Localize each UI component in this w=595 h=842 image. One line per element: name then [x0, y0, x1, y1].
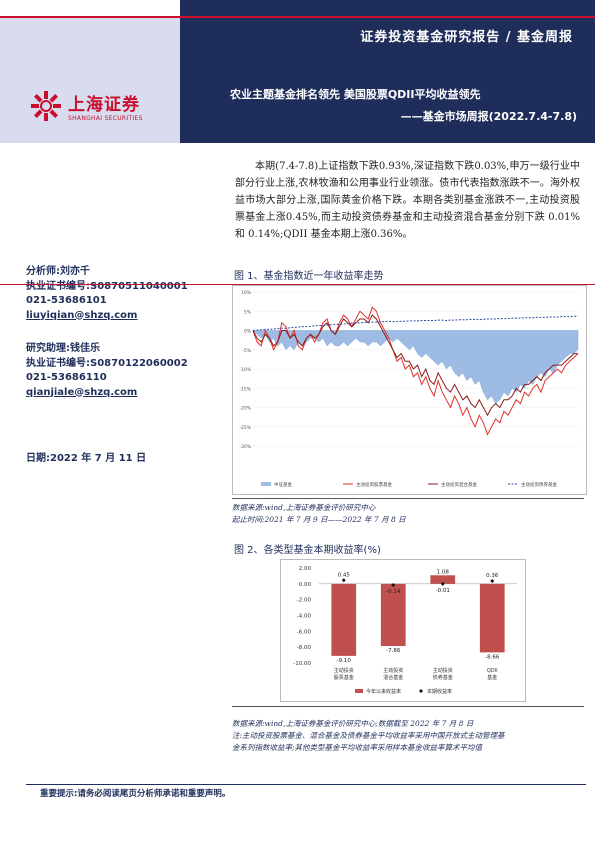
y-tick-label: 5% [244, 309, 252, 315]
y-tick-label: -5% [242, 348, 251, 354]
bar-value-label: -7.86 [386, 648, 401, 654]
report-type: 证券投资基金研究报告 / 基金周报 [360, 30, 573, 45]
y-tick-label: -10.00 [293, 661, 311, 667]
logo-text-en: SHANGHAI SECURITIES [68, 115, 143, 122]
y-tick-label: 2.00 [299, 566, 312, 572]
analyst-license: 执业证书编号:S0870511040001 [26, 280, 188, 292]
y-tick-label: -2.00 [297, 598, 312, 604]
footer-notice: 重要提示:请务必阅读尾页分析师承诺和重要声明。 [40, 789, 231, 799]
analyst-info: 分析师:刘亦千 执业证书编号:S0870511040001 021-536861… [26, 265, 188, 323]
legend-label: 中证基金 [274, 481, 292, 488]
bar [479, 583, 505, 653]
bar-value-label: 1.08 [437, 569, 450, 575]
category-label: 混合基金 [383, 674, 403, 681]
assistant-name: 研究助理:钱佳乐 [26, 343, 100, 354]
analyst-phone: 021-53686101 [26, 295, 107, 306]
header-band [150, 18, 595, 48]
assistant-email-link[interactable]: qianjiale@shzq.com [26, 386, 138, 398]
category-label: QDII [487, 668, 498, 674]
marker [341, 578, 346, 583]
legend-label: 主动投资股票基金 [356, 481, 392, 488]
y-tick-label: -20% [239, 406, 251, 412]
marker [440, 581, 445, 586]
logo-emblem-icon [31, 91, 61, 121]
figure-2-source: 数据来源:wind,上海证券基金评价研究中心;数据截至 2022 年 7 月 8… [232, 719, 474, 728]
figure-2-divider [232, 706, 584, 707]
y-tick-label: -6.00 [297, 629, 312, 635]
bar-chart-svg: 2.00 0.00 -2.00 -4.00 -6.00 -8.00 -10.00 -9.10 0… [293, 566, 517, 695]
section-red-line [0, 284, 595, 285]
category-label: 主动投资 [334, 667, 354, 674]
category-label: 基金 [487, 674, 497, 681]
report-date: 日期:2022 年 7 月 11 日 [26, 453, 147, 464]
figure-2-notes: 数据来源:wind,上海证券基金评价研究中心;数据截至 2022 年 7 月 8… [232, 718, 584, 754]
category-label: 主动投资 [383, 667, 403, 674]
figure-1-divider [232, 498, 584, 499]
figure-2-title: 图 2、各类型基金本期收益率(%) [234, 545, 381, 556]
bar [430, 575, 456, 584]
analyst-email-link[interactable]: liuyiqian@shzq.com [26, 309, 138, 321]
y-tick-label: 10% [241, 290, 252, 296]
category-label: 主动投资 [433, 667, 453, 674]
header-red-line [0, 16, 595, 18]
marker-value-label: 0.36 [486, 573, 499, 579]
marker [490, 578, 495, 583]
legend-swatch [419, 689, 423, 693]
figure-1-chart: 10% 5% 0% -5% -10% -15% -20% -25% -30% 中证基金 主动投资股票… [232, 285, 587, 495]
assistant-info: 研究助理:钱佳乐 执业证书编号:S0870122060002 021-53686… [26, 342, 188, 400]
category-label: 债券基金 [433, 674, 453, 681]
title-band [180, 48, 595, 143]
y-tick-label: -25% [239, 425, 251, 431]
series-line [252, 315, 578, 331]
assistant-license: 执业证书编号:S0870122060002 [26, 357, 188, 369]
bar [380, 583, 406, 647]
figure-1-source: 数据来源:wind,上海证券基金评价研究中心 [232, 503, 376, 512]
summary-paragraph: 本期(7.4-7.8)上证指数下跌0.93%,深证指数下跌0.03%,申万一级行… [235, 161, 580, 240]
y-tick-label: -15% [239, 386, 251, 392]
y-tick-label: -4.00 [297, 614, 312, 620]
legend-label: 今年以来收益率 [366, 688, 401, 695]
bar-value-label: -9.10 [337, 658, 352, 664]
figure-1-period: 起止时间:2021 年 7 月 9 日——2022 年 7 月 8 日 [232, 515, 406, 524]
y-tick-label: -30% [239, 444, 251, 450]
logo-text-cn: 上海证券 [68, 95, 140, 115]
legend-swatch [355, 689, 363, 693]
figure-2-note-2: 金系列指数收益率;其他类型基金平均收益率采用样本基金收益率算术平均值 [232, 743, 483, 752]
y-tick-label: 0% [244, 329, 252, 335]
footer-line [26, 784, 586, 785]
marker [391, 582, 396, 587]
y-tick-label: 0.00 [299, 582, 312, 588]
series-line [252, 314, 578, 417]
legend-label: 主动投资债券基金 [521, 481, 557, 488]
logo-panel [0, 18, 180, 143]
header-top-bar [180, 0, 595, 16]
line-chart-svg: 10% 5% 0% -5% -10% -15% -20% -25% -30% 中证基金 主动投资股票… [239, 290, 579, 488]
marker-value-label: -0.14 [386, 589, 401, 595]
legend-swatch [261, 482, 271, 486]
report-subtitle: ——基金市场周报(2022.7.4-7.8) [400, 110, 577, 123]
legend-label: 本期收益率 [427, 688, 452, 695]
y-tick-label: -8.00 [297, 645, 312, 651]
y-tick-label: -10% [239, 367, 251, 373]
figure-2-note-1: 注:主动投资股票基金、混合基金及债券基金平均收益率采用中国开放式主动管理基 [232, 731, 505, 740]
figure-1-title: 图 1、基金指数近一年收益率走势 [234, 271, 384, 282]
category-label: 股票基金 [334, 674, 354, 681]
report-title: 农业主题基金排名领先 美国股票QDII平均收益领先 [230, 88, 481, 101]
marker-value-label: 0.45 [338, 572, 351, 578]
analyst-name: 分析师:刘亦千 [26, 266, 90, 277]
bar [331, 583, 357, 656]
legend-label: 主动投资混合基金 [441, 481, 477, 488]
company-logo: 上海证券 SHANGHAI SECURITIES [30, 90, 143, 122]
bar-value-label: -8.66 [485, 654, 500, 660]
assistant-phone: 021-53686110 [26, 372, 107, 383]
figure-2-chart: 2.00 0.00 -2.00 -4.00 -6.00 -8.00 -10.00 -9.10 0… [280, 559, 526, 702]
marker-value-label: -0.01 [436, 588, 450, 594]
